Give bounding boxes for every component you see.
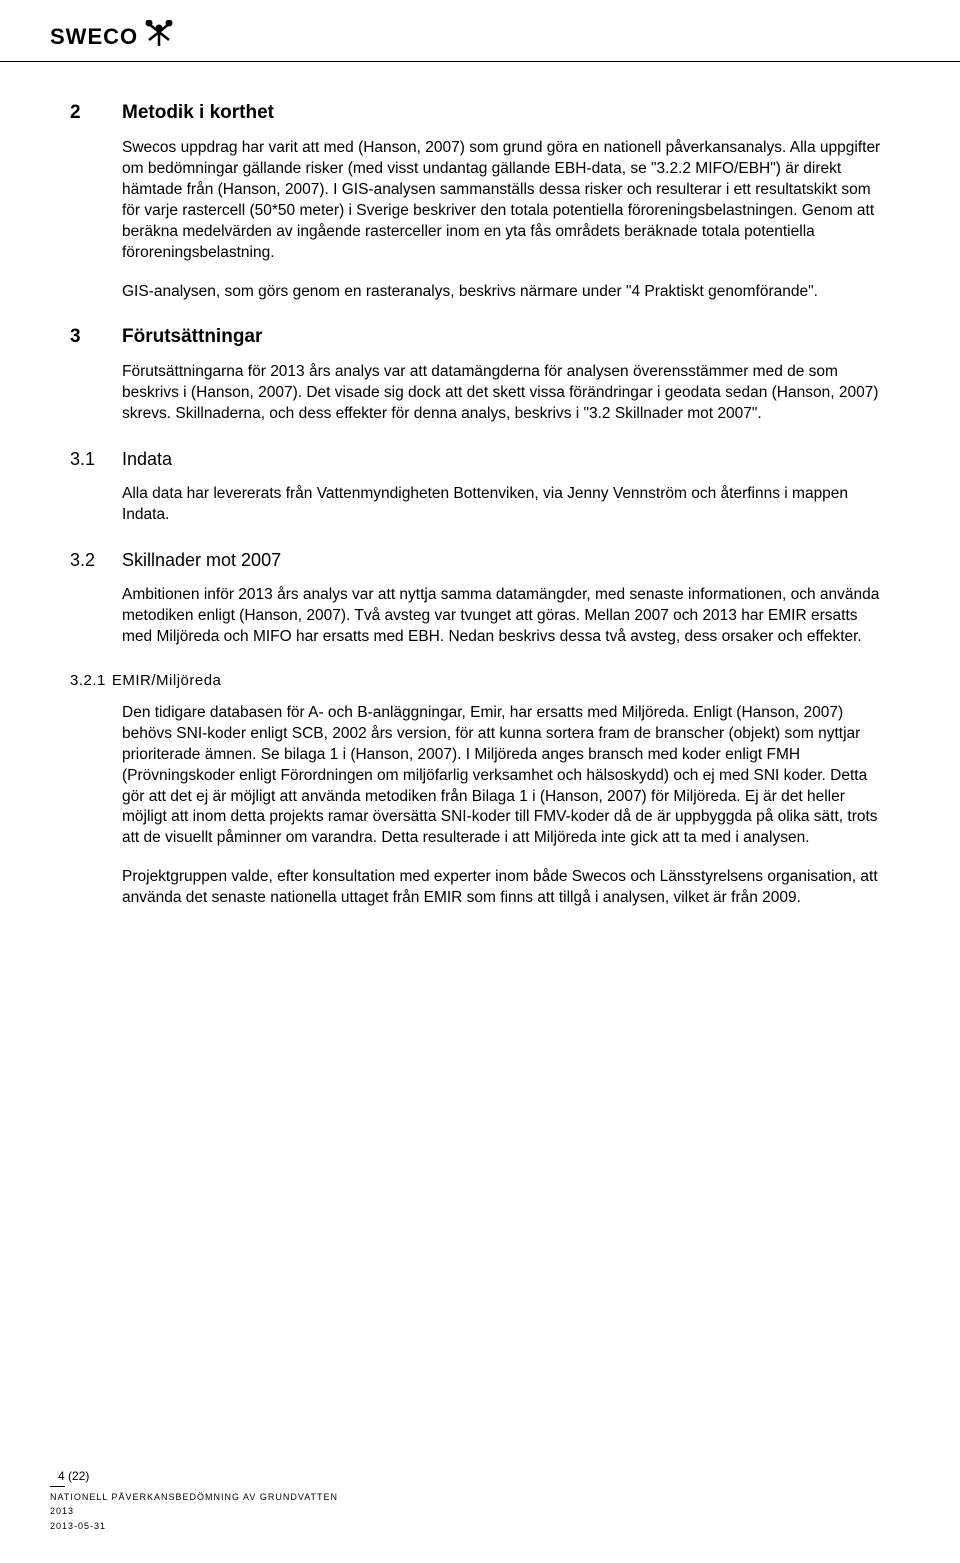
footer-doc-title: NATIONELL PÅVERKANSBEDÖMNING AV GRUNDVAT… <box>50 1490 338 1504</box>
subsection-title: Indata <box>122 449 172 470</box>
section-number: 2 <box>70 102 122 124</box>
paragraph: Ambitionen inför 2013 års analys var att… <box>122 585 890 648</box>
page-header: SWECO <box>0 0 960 62</box>
subsection-heading-row: 3.2 Skillnader mot 2007 <box>70 550 890 571</box>
section-3-1: 3.1 Indata Alla data har levererats från… <box>70 449 890 526</box>
paragraph: Den tidigare databasen för A- och B-anlä… <box>122 703 890 849</box>
page-footer: 4 (22) NATIONELL PÅVERKANSBEDÖMNING AV G… <box>50 1469 338 1533</box>
paragraph: Förutsättningarna för 2013 års analys va… <box>122 362 890 425</box>
subsubsection-title: EMIR/Miljöreda <box>112 672 222 689</box>
section-heading-row: 2 Metodik i korthet <box>70 102 890 124</box>
section-number: 3 <box>70 326 122 348</box>
page-number: 4 (22) <box>50 1469 338 1483</box>
document-content: 2 Metodik i korthet Swecos uppdrag har v… <box>0 102 960 909</box>
section-title: Metodik i korthet <box>122 102 274 124</box>
subsubsection-heading-row: 3.2.1 EMIR/Miljöreda <box>70 672 890 689</box>
subsection-number: 3.1 <box>70 449 122 470</box>
paragraph: Swecos uppdrag har varit att med (Hanson… <box>122 138 890 264</box>
section-3: 3 Förutsättningar Förutsättningarna för … <box>70 326 890 425</box>
section-title: Förutsättningar <box>122 326 262 348</box>
section-2: 2 Metodik i korthet Swecos uppdrag har v… <box>70 102 890 302</box>
footer-year: 2013 <box>50 1504 338 1518</box>
paragraph: GIS-analysen, som görs genom en rasteran… <box>122 282 890 303</box>
subsection-heading-row: 3.1 Indata <box>70 449 890 470</box>
footer-divider <box>50 1486 65 1487</box>
subsection-title: Skillnader mot 2007 <box>122 550 281 571</box>
paragraph: Projektgruppen valde, efter konsultation… <box>122 867 890 909</box>
sweco-logo: SWECO <box>50 20 960 53</box>
logo-mark-icon <box>144 20 174 53</box>
footer-date: 2013-05-31 <box>50 1519 338 1533</box>
logo-text: SWECO <box>50 24 138 50</box>
subsubsection-number: 3.2.1 <box>70 672 106 689</box>
paragraph: Alla data har levererats från Vattenmynd… <box>122 484 890 526</box>
section-3-2-1: 3.2.1 EMIR/Miljöreda Den tidigare databa… <box>70 672 890 909</box>
section-3-2: 3.2 Skillnader mot 2007 Ambitionen inför… <box>70 550 890 648</box>
section-heading-row: 3 Förutsättningar <box>70 326 890 348</box>
subsection-number: 3.2 <box>70 550 122 571</box>
